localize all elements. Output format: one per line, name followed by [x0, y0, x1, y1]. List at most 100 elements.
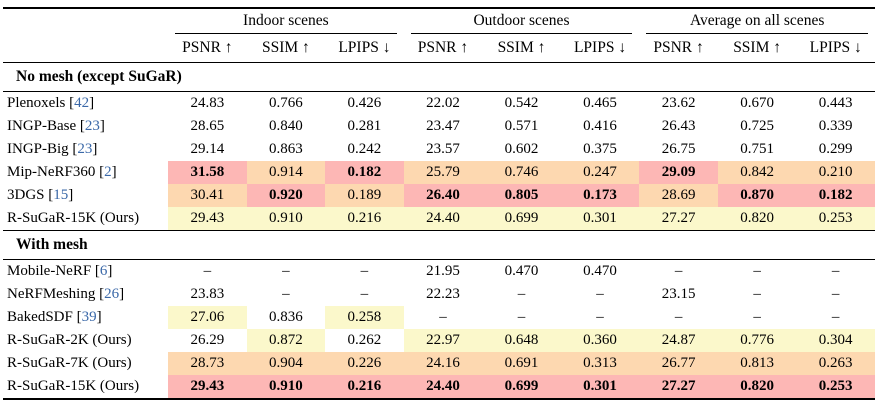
metric-value-cell: –	[831, 309, 840, 325]
metric-value-cell: –	[203, 263, 212, 279]
method-name: INGP-Base	[7, 118, 80, 134]
metric-value-cell: –	[753, 309, 761, 325]
citation-bracket: [	[48, 187, 54, 203]
method-cell: R-SuGaR-2K (Ours)	[3, 329, 168, 352]
citation-bracket: ]	[111, 164, 117, 180]
metric-value-cell: 0.648	[482, 329, 561, 352]
metric-value-cell: 0.253	[796, 207, 875, 231]
metric-value-cell: 0.842	[717, 161, 797, 184]
metric-value-cell: 0.470	[583, 263, 617, 279]
metric-value-cell: 0.813	[717, 352, 797, 375]
method-name: R-SuGaR-15K (Ours)	[7, 378, 140, 394]
method-name: R-SuGaR-7K (Ours)	[7, 355, 132, 371]
citation-bracket: ]	[119, 286, 125, 302]
citation-bracket: [	[99, 164, 105, 180]
group-header: Average on all scenes	[639, 8, 875, 34]
metric-value-cell: –	[831, 263, 840, 279]
citation-bracket: [	[94, 263, 100, 279]
group-header-label: Average on all scenes	[646, 12, 868, 34]
citation-link[interactable]: 26	[104, 286, 120, 302]
metric-value-cell: –	[674, 309, 683, 325]
method-name: R-SuGaR-2K (Ours)	[7, 332, 132, 348]
metric-value-cell: 0.216	[325, 207, 404, 231]
citation-bracket: ]	[92, 141, 98, 157]
metric-value-cell: 31.58	[168, 161, 247, 184]
citation-link[interactable]: 23	[84, 118, 100, 134]
citation-link[interactable]: 6	[99, 263, 108, 279]
metric-value-cell: 0.360	[560, 329, 640, 352]
metric-value-cell: 30.41	[168, 184, 247, 207]
metric-value-cell: 0.602	[504, 141, 539, 157]
citation-link[interactable]: 42	[74, 95, 90, 111]
group-header: Outdoor scenes	[404, 8, 640, 34]
metric-value-cell: 27.27	[639, 207, 718, 231]
metric-value-cell: –	[831, 286, 840, 302]
method-cell: Plenoxels [42]	[3, 92, 168, 116]
metric-value-cell: 0.247	[560, 161, 640, 184]
metric-value-cell: 27.27	[639, 375, 718, 399]
metric-value-cell: 21.95	[426, 263, 460, 279]
group-header-row: Indoor scenes Outdoor scenes Average on al…	[3, 8, 875, 34]
metric-value-cell: 0.820	[717, 375, 797, 399]
metric-value-cell: 0.263	[796, 352, 875, 375]
method-cell: BakedSDF [39]	[3, 306, 168, 329]
metric-value-cell: 0.465	[583, 95, 617, 111]
metric-value-cell: 24.83	[190, 95, 225, 111]
metric-value-cell: 26.77	[639, 352, 718, 375]
citation-bracket: [	[72, 141, 78, 157]
metric-value-cell: 0.904	[246, 352, 326, 375]
results-table: Indoor scenes Outdoor scenes Average on al…	[3, 7, 875, 400]
method-name: NeRFMeshing	[7, 286, 100, 302]
table-row: R-SuGaR-15K (Ours) 29.43 0.910 0.216 24.40 0.…	[3, 207, 875, 231]
metric-value-cell: 23.62	[661, 95, 696, 111]
citation-link[interactable]: 15	[53, 187, 69, 203]
metric-value-cell: 23.47	[426, 118, 460, 134]
citation-link[interactable]: 23	[77, 141, 93, 157]
metric-value-cell: –	[439, 309, 447, 325]
metric-value-cell: 0.820	[717, 207, 797, 231]
group-header-label: Indoor scenes	[175, 12, 397, 34]
section-header-row: With mesh	[3, 230, 875, 260]
metric-header: PSNR ↑	[403, 34, 483, 63]
table-row: R-SuGaR-7K (Ours) 28.73 0.904 0.226 24.16 0.6…	[3, 352, 875, 375]
group-header: Indoor scenes	[168, 8, 404, 34]
metric-value-cell: 0.210	[796, 161, 875, 184]
citation-link[interactable]: 39	[81, 309, 97, 325]
citation-link[interactable]: 2	[104, 164, 112, 180]
method-cell: R-SuGaR-15K (Ours)	[3, 375, 168, 399]
metric-value-cell: 22.23	[426, 286, 460, 302]
metric-value-cell: 23.15	[661, 286, 696, 302]
metric-value-cell: 29.43	[168, 207, 247, 231]
metric-value-cell: 0.443	[818, 95, 853, 111]
metric-value-cell: 0.226	[325, 352, 404, 375]
metric-value-cell: –	[753, 286, 761, 302]
metric-value-cell: 0.426	[347, 95, 382, 111]
method-cell: 3DGS [15]	[3, 184, 168, 207]
method-cell: R-SuGaR-7K (Ours)	[3, 352, 168, 375]
metric-value-cell: 0.216	[325, 375, 404, 399]
metric-value-cell: 0.776	[717, 329, 797, 352]
table-row: NeRFMeshing [26] 23.83 – – 22.23 – – 23.15 – –	[3, 283, 875, 306]
citation-bracket: [	[76, 309, 82, 325]
metric-header: LPIPS ↓	[560, 34, 640, 63]
method-cell: NeRFMeshing [26]	[3, 283, 168, 306]
metric-value-cell: 0.182	[325, 161, 404, 184]
method-cell: Mip-NeRF360 [2]	[3, 161, 168, 184]
metric-value-cell: 26.40	[403, 184, 483, 207]
citation-bracket: ]	[107, 263, 113, 279]
metric-value-cell: 0.910	[246, 207, 326, 231]
metric-value-cell: 0.339	[818, 118, 853, 134]
method-cell: Mobile-NeRF [6]	[3, 260, 168, 284]
metric-header: PSNR ↑	[168, 34, 247, 63]
metric-header: SSIM ↑	[482, 34, 561, 63]
metric-value-cell: 0.725	[740, 118, 774, 134]
citation-bracket: [	[79, 118, 85, 134]
metric-value-cell: 24.40	[403, 207, 483, 231]
metric-value-cell: 0.872	[246, 329, 326, 352]
metric-value-cell: 0.416	[583, 118, 617, 134]
metric-value-cell: 26.29	[190, 332, 225, 348]
citation-bracket: [	[99, 286, 105, 302]
metric-value-cell: 29.09	[639, 161, 718, 184]
metric-value-cell: 0.313	[560, 352, 640, 375]
